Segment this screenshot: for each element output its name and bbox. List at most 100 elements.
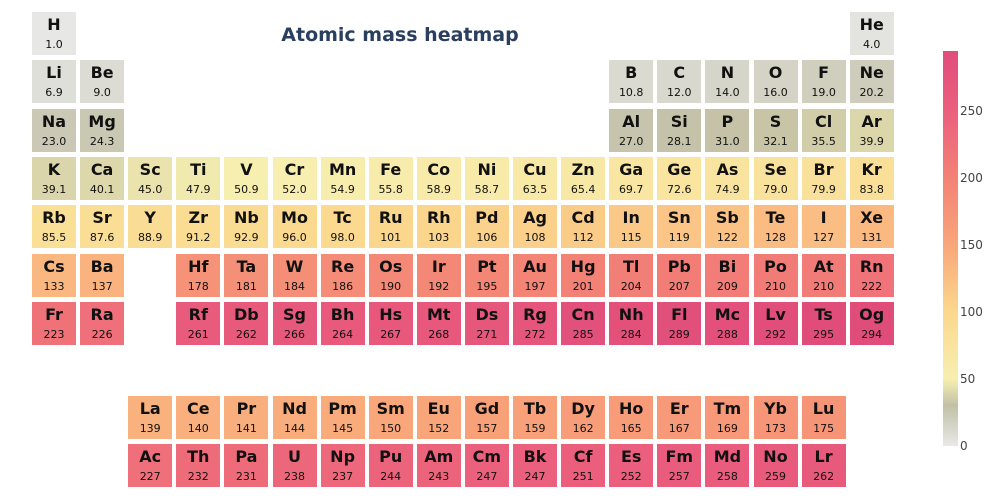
element-cell-au: Au 197 [513,253,557,297]
element-symbol: V [240,159,253,179]
element-mass: 63.5 [522,182,548,196]
element-cell-sn: Sn 119 [657,205,702,249]
element-mass: 209 [716,279,738,293]
element-symbol: Am [424,447,454,466]
element-cell-pu: Pu 244 [368,444,413,487]
element-cell-ne: Ne 20.2 [849,60,894,104]
element-mass: 190 [380,279,402,293]
element-symbol: Rf [188,304,208,324]
element-symbol: Os [379,256,403,276]
element-cell-rg: Rg 272 [513,301,557,345]
element-cell-ti: Ti 47.9 [176,156,221,200]
element-mass: 204 [620,279,642,293]
element-symbol: Cl [814,111,833,131]
element-cell-si: Si 28.1 [657,108,702,152]
element-mass: 150 [380,422,402,435]
element-mass: 152 [428,422,450,435]
element-cell-ru: Ru 101 [368,205,413,249]
element-mass: 292 [765,327,786,341]
element-mass: 133 [43,279,65,293]
element-symbol: Sb [715,208,739,228]
element-mass: 284 [620,327,642,341]
element-symbol: Tl [622,256,640,276]
element-symbol: Se [764,159,787,179]
element-cell-he: He 4.0 [849,12,894,55]
element-mass: 165 [620,422,642,435]
element-cell-ho: Ho 165 [609,396,654,439]
element-symbol: I [820,208,827,228]
element-mass: 39.1 [41,182,67,196]
element-cell-bk: Bk 247 [513,444,557,487]
colorbar-tick-label: 150 [960,238,983,253]
element-mass: 262 [235,327,257,341]
element-symbol: Ta [236,256,257,276]
element-symbol: As [716,159,739,179]
element-symbol: In [622,208,640,228]
element-symbol: Db [234,304,259,324]
element-cell-xe: Xe 131 [849,205,894,249]
element-symbol: Gd [474,399,500,418]
element-cell-no: No 259 [753,444,798,487]
element-symbol: Cr [284,159,305,179]
element-symbol: Cu [523,159,547,179]
element-symbol: Pm [328,399,357,418]
element-symbol: C [673,63,686,83]
element-symbol: Pr [236,399,257,418]
element-mass: 27.0 [618,134,644,148]
element-mass: 243 [428,470,450,483]
element-mass: 186 [332,279,354,293]
colorbar-tick-label: 50 [960,372,976,387]
element-mass: 175 [813,422,835,435]
element-mass: 12.0 [667,86,692,100]
element-mass: 52.0 [282,182,307,196]
element-symbol: Fe [380,159,402,179]
element-cell-rn: Rn 222 [849,253,894,297]
element-mass: 14.0 [715,86,740,100]
element-symbol: Zr [188,208,209,228]
element-cell-ra: Ra 226 [80,301,125,345]
element-mass: 141 [235,422,257,435]
element-cell-cl: Cl 35.5 [801,108,846,152]
element-cell-k: K 39.1 [32,156,76,200]
element-symbol: Es [620,447,642,466]
colorbar [943,51,958,446]
element-cell-bh: Bh 264 [320,301,365,345]
element-mass: 74.9 [715,182,740,196]
element-cell-cm: Cm 247 [464,444,509,487]
element-cell-rf: Rf 261 [176,301,221,345]
element-cell-h: H 1.0 [32,12,76,55]
element-mass: 16.0 [763,86,788,100]
element-cell-bi: Bi 209 [705,253,750,297]
element-cell-w: W 184 [272,253,317,297]
element-mass: 257 [668,470,690,483]
element-symbol: Zn [571,159,595,179]
element-symbol: Cs [43,256,65,276]
element-mass: 28.1 [667,134,692,148]
element-cell-v: V 50.9 [224,156,269,200]
element-cell-mg: Mg 24.3 [80,108,125,152]
element-symbol: Ni [477,159,497,179]
element-symbol: Co [427,159,451,179]
element-symbol: Pa [235,447,258,466]
element-symbol: Sc [139,159,161,179]
element-symbol: Mo [281,208,308,228]
element-cell-i: I 127 [801,205,846,249]
element-mass: 24.3 [89,134,115,148]
element-cell-sg: Sg 266 [272,301,317,345]
element-symbol: Fr [45,304,63,324]
colorbar-gradient [943,51,958,446]
element-cell-as: As 74.9 [705,156,750,200]
element-symbol: Ne [859,63,884,83]
element-cell-pr: Pr 141 [224,396,269,439]
element-cell-eu: Eu 152 [416,396,461,439]
element-cell-pt: Pt 195 [464,253,509,297]
element-mass: 223 [43,327,65,341]
colorbar-tick-label: 200 [960,171,983,186]
element-mass: 10.8 [618,86,644,100]
element-cell-fr: Fr 223 [32,301,76,345]
element-symbol: At [813,256,834,276]
element-cell-y: Y 88.9 [128,205,173,249]
element-mass: 112 [572,231,594,245]
element-symbol: Th [187,447,210,466]
element-mass: 139 [139,422,161,435]
